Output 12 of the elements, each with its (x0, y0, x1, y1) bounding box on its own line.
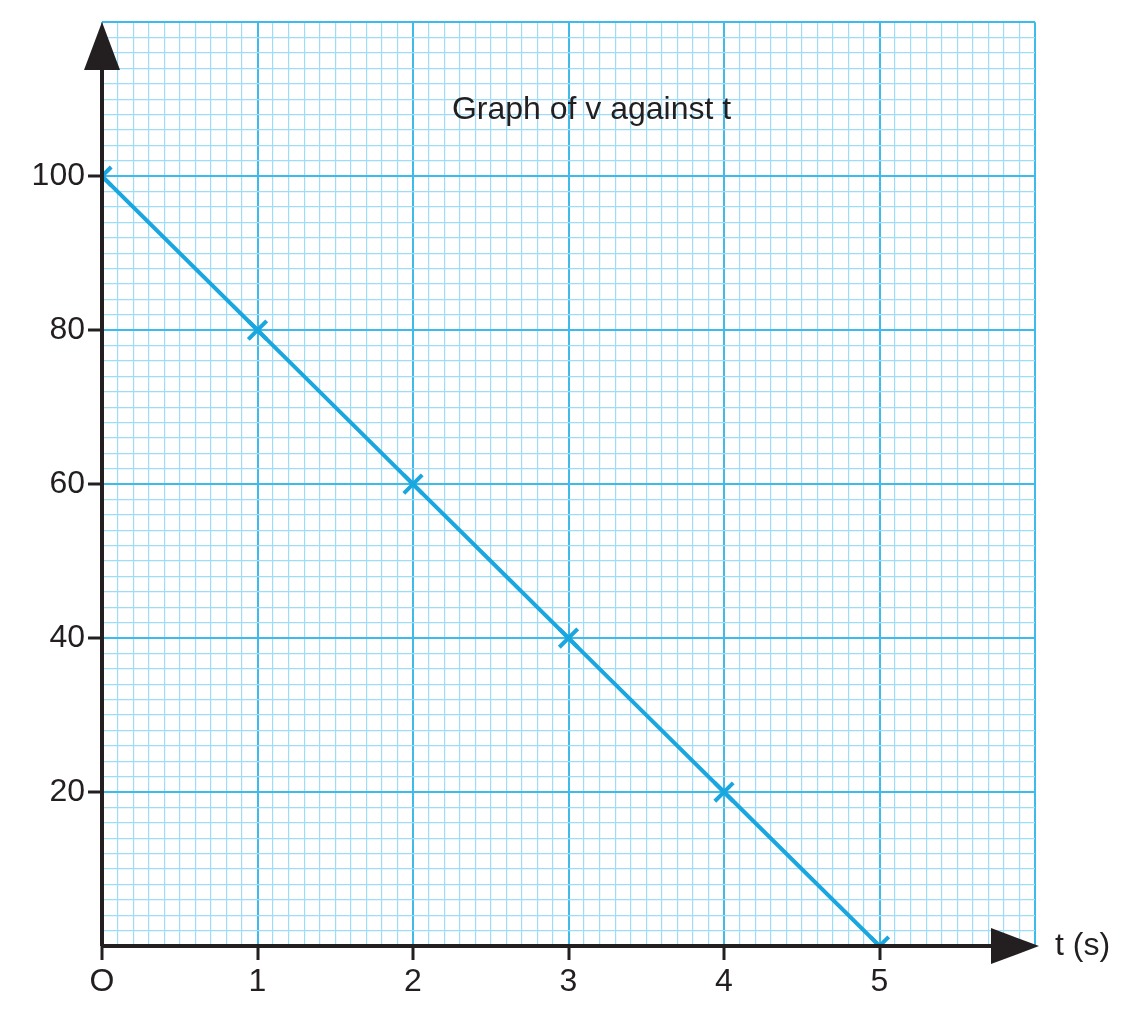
y-tick-label: 20 (49, 771, 85, 808)
y-tick-label: 100 (31, 155, 85, 192)
x-tick-label: 4 (715, 962, 733, 999)
x-tick-label: O (89, 962, 115, 999)
y-tick-label: 80 (49, 309, 85, 346)
y-tick-label: 60 (49, 463, 85, 500)
x-tick-label: 3 (559, 962, 578, 999)
y-tick-label: 40 (49, 617, 85, 654)
x-tick-label: 5 (870, 962, 889, 999)
x-axis-title: t (s) (1055, 926, 1111, 963)
x-tick-label: 2 (404, 962, 422, 999)
x-tick-label: 1 (248, 962, 267, 999)
